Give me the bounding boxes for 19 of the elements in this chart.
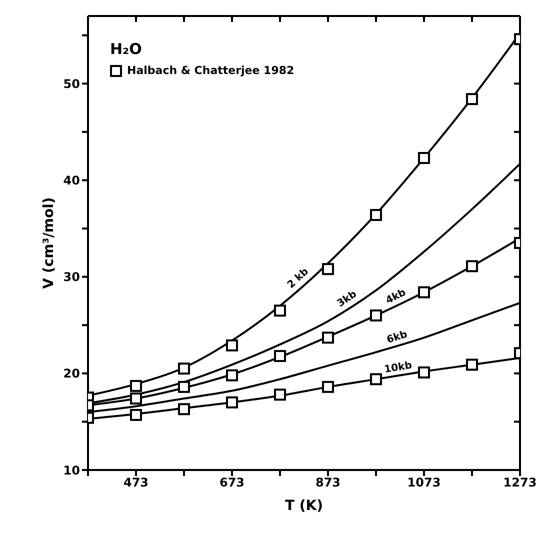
x-tick-label: 1273 — [503, 476, 537, 490]
text: 4kb — [384, 287, 408, 306]
y-tick-label: 20 — [63, 366, 80, 381]
text: 2 kb — [286, 266, 311, 291]
x-tick-label: 473 — [123, 476, 149, 490]
x-tick-label: 1073 — [407, 476, 441, 490]
y-tick-label: 50 — [63, 76, 80, 91]
y-tick-label: 10 — [63, 463, 80, 478]
y-tick-label: 40 — [63, 173, 80, 188]
text: 3kb — [336, 288, 359, 310]
text: 10kb — [384, 360, 413, 376]
x-tick-label: 673 — [219, 476, 245, 490]
y-tick-label: 30 — [63, 270, 80, 284]
y-axis-title: V (cm³/mol) — [40, 197, 57, 289]
x-tick-label: 873 — [315, 476, 341, 490]
legend-label: Halbach & Chatterjee 1982 — [126, 64, 294, 77]
text: H₂O — [110, 40, 143, 58]
x-axis-title: T (K) — [284, 498, 324, 514]
text: 6kb — [386, 329, 409, 346]
